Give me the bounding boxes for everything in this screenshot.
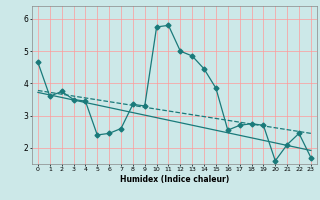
X-axis label: Humidex (Indice chaleur): Humidex (Indice chaleur) [120, 175, 229, 184]
